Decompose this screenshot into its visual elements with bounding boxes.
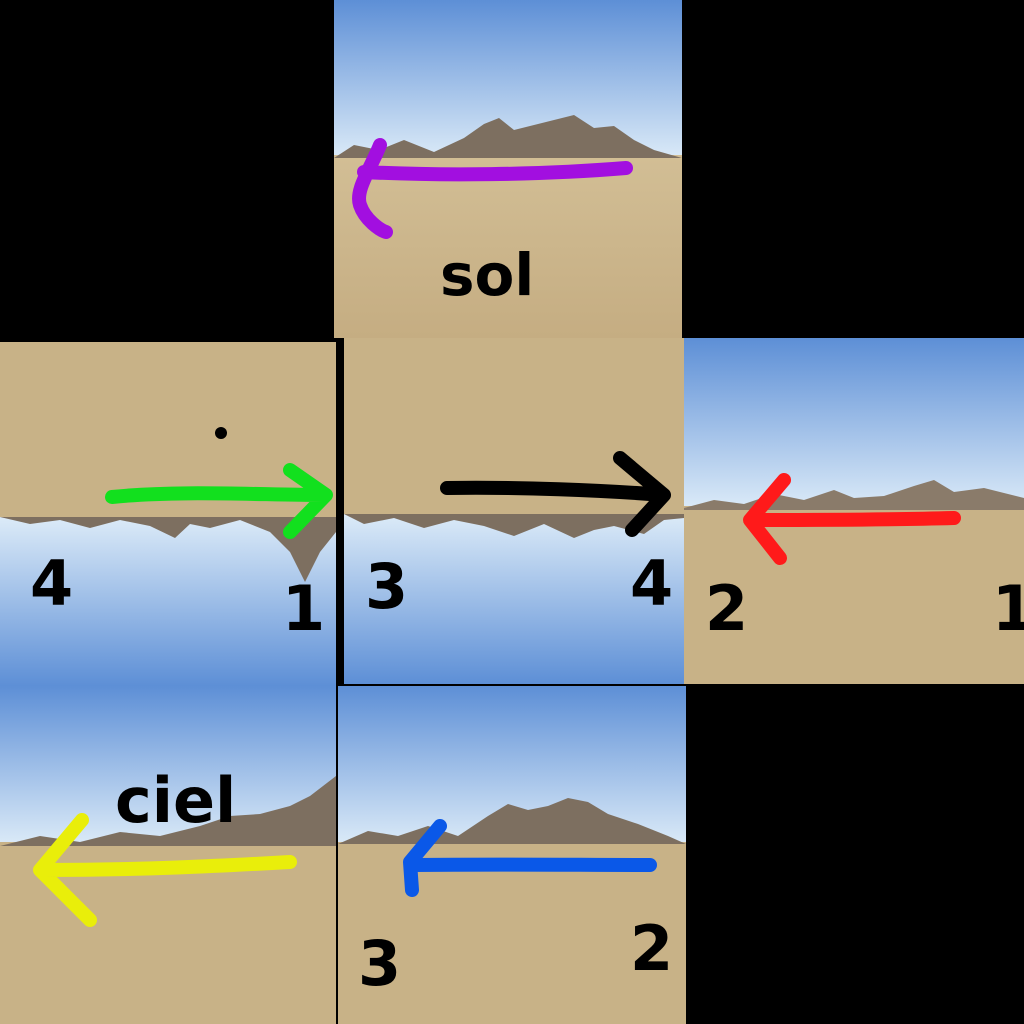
landscape-top [334,0,682,338]
landscape-bottom-left [0,686,336,1024]
tile-top [334,0,682,338]
tile-left [0,342,336,686]
tile-right [684,338,1024,684]
landscape-bottom [338,686,686,1024]
landscape-left [0,342,336,686]
landscape-right [684,338,1024,684]
tile-bottom-left [0,686,336,1024]
landscape-center [344,338,684,684]
tile-bottom [338,686,686,1024]
tile-center [344,338,684,684]
